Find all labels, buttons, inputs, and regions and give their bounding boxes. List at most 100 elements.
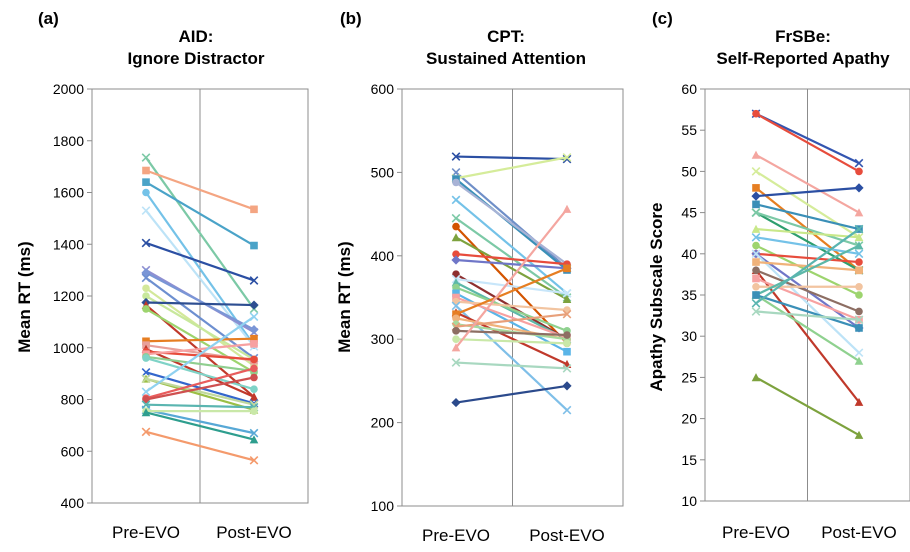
data-point-post [562,381,572,391]
y-tick-label: 800 [61,392,85,408]
series-line [144,301,256,307]
data-point-post [563,347,571,356]
series-line [144,337,256,343]
data-point-post [563,339,571,348]
y-tick-label: 50 [681,163,697,179]
data-point-pre [451,301,461,311]
data-point-pre [751,208,761,217]
series-line [144,357,256,391]
series-group [141,153,259,465]
series-line [454,286,569,332]
data-point-pre [142,292,150,300]
data-point-pre [452,178,460,187]
data-point-pre [451,213,461,223]
data-point-post [854,241,864,250]
y-axis-label: Apathy Subscale Score [647,203,666,392]
series-line [454,253,569,266]
chart-title-line-2: Sustained Attention [426,49,586,68]
series-line [144,181,256,247]
y-tick-label: 60 [681,81,697,97]
series-line [454,171,569,270]
y-tick-label: 1000 [53,340,84,356]
data-point-pre [751,167,761,176]
data-point-post [854,233,864,242]
series-line [454,384,569,404]
data-point-pre [451,255,461,265]
data-point-pre [751,373,761,382]
data-point-pre [142,337,150,346]
series-line [754,112,861,165]
y-axis-label: Mean RT (ms) [15,241,34,352]
data-point-post [855,291,863,299]
data-point-pre [142,354,150,362]
data-point-post [855,307,863,316]
series-line [144,376,256,401]
y-tick-label: 400 [371,248,395,264]
data-point-pre [452,222,460,231]
series-line [754,170,861,239]
data-point-pre [752,291,760,299]
y-tick-label: 1600 [53,185,84,201]
data-point-pre [752,200,760,209]
series-line [454,155,569,161]
data-point-pre [141,268,151,278]
data-point-post [250,355,258,364]
y-tick-label: 20 [681,411,697,427]
data-point-post [854,430,864,439]
data-point-pre [141,427,151,437]
data-point-pre [452,327,460,335]
data-point-pre [141,238,151,248]
data-point-pre [142,284,150,293]
data-point-pre [141,408,151,417]
series-line [754,203,861,231]
data-point-pre [751,298,761,308]
series-line [454,267,569,316]
series-line [144,403,256,409]
data-point-post [562,288,572,298]
data-point-pre [752,258,760,266]
data-point-pre [451,233,461,242]
data-point-pre [142,395,150,404]
data-point-post [562,405,572,415]
series-line [454,207,569,349]
series-line [754,376,861,437]
series-line [454,278,569,295]
data-point-pre [451,195,461,205]
data-point-post [563,264,571,273]
data-point-post [250,340,258,348]
x-category-label-post: Post-EVO [821,523,897,542]
x-category-label-pre: Pre-EVO [422,526,490,545]
series-line [754,244,861,297]
data-point-post [854,397,864,406]
data-point-post [250,407,258,415]
y-tick-label: 1800 [53,133,84,149]
data-point-post [250,385,258,393]
chart-title-line-2: Ignore Distractor [128,49,265,68]
y-tick-label: 400 [61,495,85,511]
series-line [454,361,569,370]
y-tick-label: 2000 [53,81,84,97]
data-point-pre [752,184,760,192]
panel-a: (a) AID: Ignore Distractor Mean RT (ms) … [15,9,309,542]
data-point-post [854,208,864,217]
data-point-pre [142,305,150,313]
series-line [454,300,569,312]
data-point-pre [751,307,761,316]
y-tick-label: 25 [681,369,697,385]
series-line [144,430,256,462]
data-point-pre [142,188,150,197]
data-point-post [249,435,259,444]
y-axis-label: Mean RT (ms) [335,241,354,352]
data-point-post [854,158,864,168]
series-line [454,296,569,339]
y-tick-label: 40 [681,246,697,262]
series-line [454,181,569,266]
y-tick-label: 15 [681,452,697,468]
data-point-post [249,428,259,438]
series-line [754,310,861,321]
series-line [144,408,256,435]
data-point-post [855,266,863,275]
y-tick-label: 55 [681,122,697,138]
data-point-post [854,183,864,193]
y-tick-label: 500 [371,164,395,180]
